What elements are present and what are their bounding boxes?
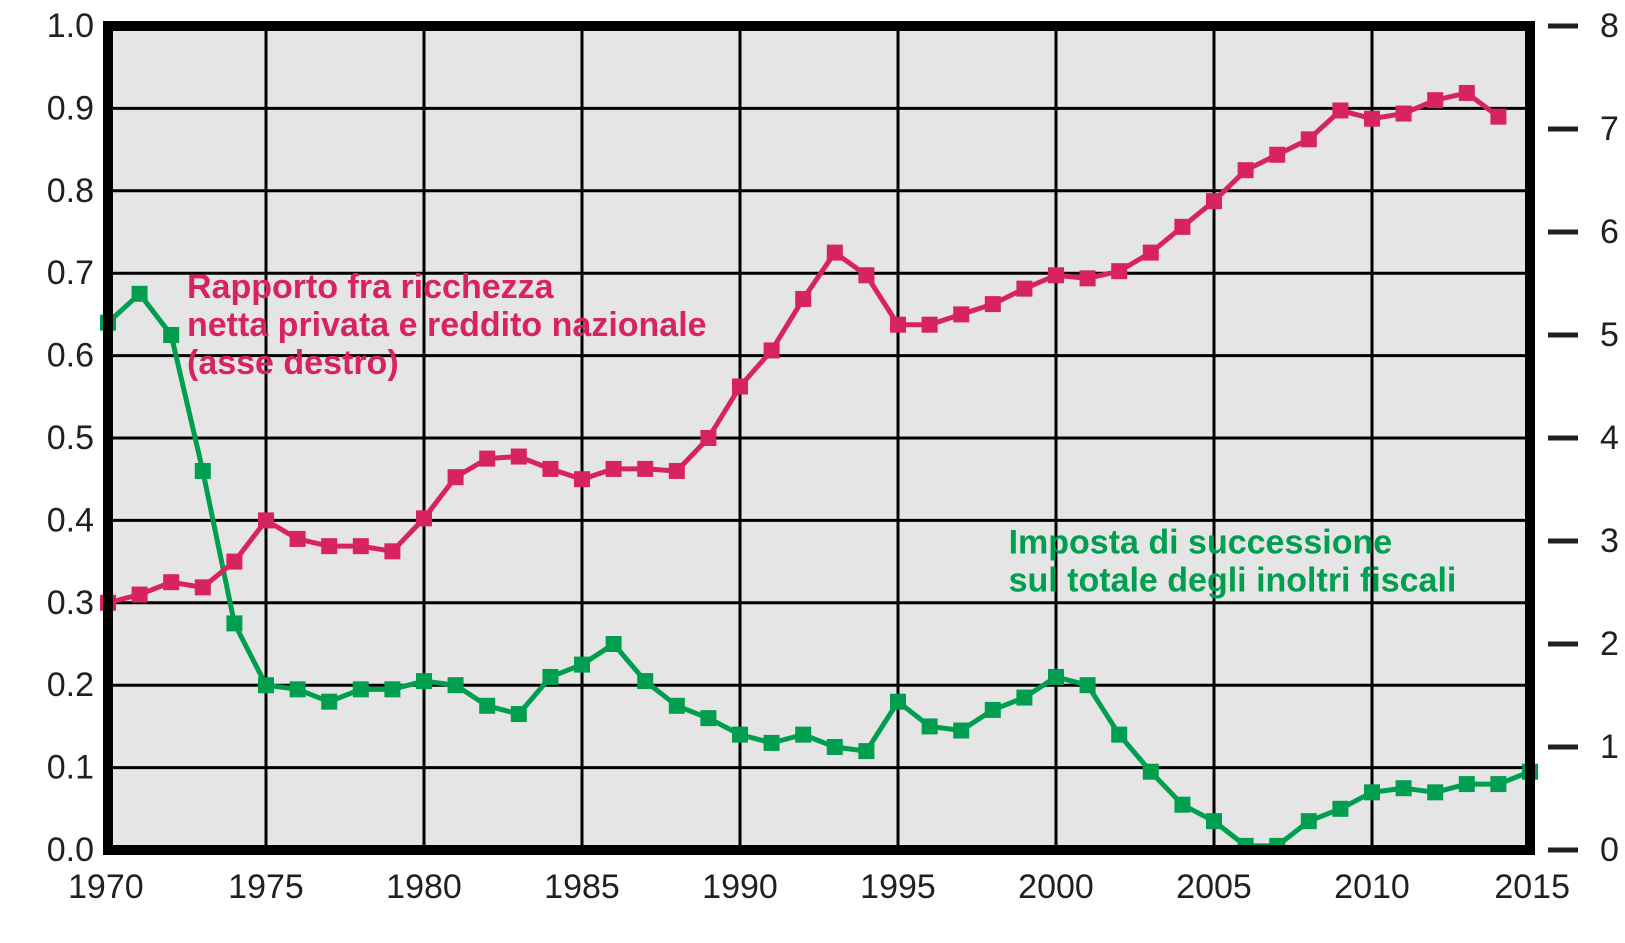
x-tick-label: 1995 xyxy=(860,868,936,906)
y-right-tick-label: 2 xyxy=(1600,625,1619,663)
y-left-tick-label: 0.3 xyxy=(47,584,94,622)
x-tick-label: 2015 xyxy=(1494,868,1570,906)
x-tick-label: 2000 xyxy=(1018,868,1094,906)
x-tick-label: 1990 xyxy=(702,868,778,906)
series-label-green: sul totale degli inoltri fiscali xyxy=(1009,561,1457,599)
x-tick-label: 2005 xyxy=(1176,868,1252,906)
chart-svg: 0.0 0.1 0.2 0.3 0.4 0.5 0.6 0.7 0.8 0.9 1.0 0 1 2 3 4 5 6… xyxy=(0,0,1625,943)
y-left-tick-label: 0.9 xyxy=(47,89,94,127)
x-tick-label: 2010 xyxy=(1334,868,1410,906)
y-left-tick-label: 0.8 xyxy=(47,172,94,210)
x-tick-label: 1975 xyxy=(228,868,304,906)
series-label-green: Imposta di successione xyxy=(1009,523,1393,561)
series-label-pink: Rapporto fra ricchezza xyxy=(187,268,555,306)
y-left-tick-label: 0.1 xyxy=(47,749,94,787)
y-right-tick-label: 4 xyxy=(1600,419,1619,457)
y-right-tick-label: 0 xyxy=(1600,831,1619,869)
x-tick-label: 1980 xyxy=(386,868,462,906)
y-left-tick-label: 0.7 xyxy=(47,254,94,292)
y-right-tick-label: 1 xyxy=(1600,728,1619,766)
chart-container: 0.0 0.1 0.2 0.3 0.4 0.5 0.6 0.7 0.8 0.9 1.0 0 1 2 3 4 5 6… xyxy=(0,0,1625,943)
series-label-pink: (asse destro) xyxy=(187,344,399,382)
y-left-tick-label: 0.0 xyxy=(47,831,94,869)
y-left-tick-label: 0.2 xyxy=(47,666,94,704)
series-label-pink: netta privata e reddito nazionale xyxy=(187,306,707,344)
y-left-tick-label: 0.4 xyxy=(47,501,94,539)
y-right-tick-label: 8 xyxy=(1600,7,1619,45)
y-right-tick-label: 7 xyxy=(1600,110,1619,148)
y-left-tick-label: 1.0 xyxy=(47,7,94,45)
x-tick-label: 1970 xyxy=(68,868,144,906)
y-left-tick-label: 0.5 xyxy=(47,419,94,457)
y-right-tick-label: 6 xyxy=(1600,213,1619,251)
x-tick-label: 1985 xyxy=(544,868,620,906)
y-left-tick-label: 0.6 xyxy=(47,337,94,375)
y-right-tick-label: 3 xyxy=(1600,522,1619,560)
y-right-tick-label: 5 xyxy=(1600,316,1619,354)
